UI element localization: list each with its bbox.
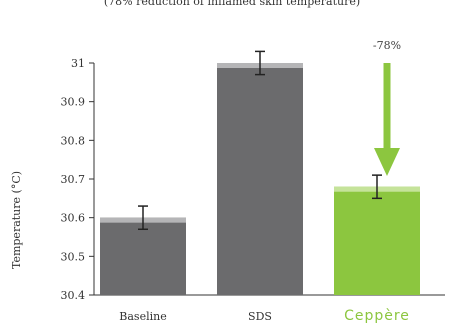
y-tick-label: 30.9: [61, 96, 86, 109]
category-label-0: Baseline: [119, 310, 166, 323]
reduction-arrow: [374, 63, 400, 176]
bars-group: [100, 63, 420, 295]
y-tick-label: 30.6: [61, 212, 86, 225]
y-tick-label: 30.5: [61, 250, 86, 263]
y-tick-label: 30.8: [61, 134, 86, 147]
y-tick-label: 30.4: [61, 289, 86, 302]
reduction-annotation: -78%: [373, 39, 401, 52]
arrow-head: [374, 148, 400, 176]
y-axis-label: Temperature (°C): [10, 171, 23, 269]
y-tick-label: 31: [71, 57, 85, 70]
bar-0: [100, 217, 186, 295]
y-tick-label: 30.7: [61, 173, 86, 186]
bar-1: [217, 63, 303, 295]
x-axis-labels: Baseline SDS Ceppère: [119, 308, 410, 324]
error-bars-group: [138, 50, 382, 231]
ceppere-logo-label: Ceppère: [344, 308, 410, 324]
chart-subtitle: (78% reduction of inflamed skin temperat…: [104, 0, 360, 8]
bar-2: [334, 186, 420, 295]
category-label-1: SDS: [248, 310, 272, 323]
